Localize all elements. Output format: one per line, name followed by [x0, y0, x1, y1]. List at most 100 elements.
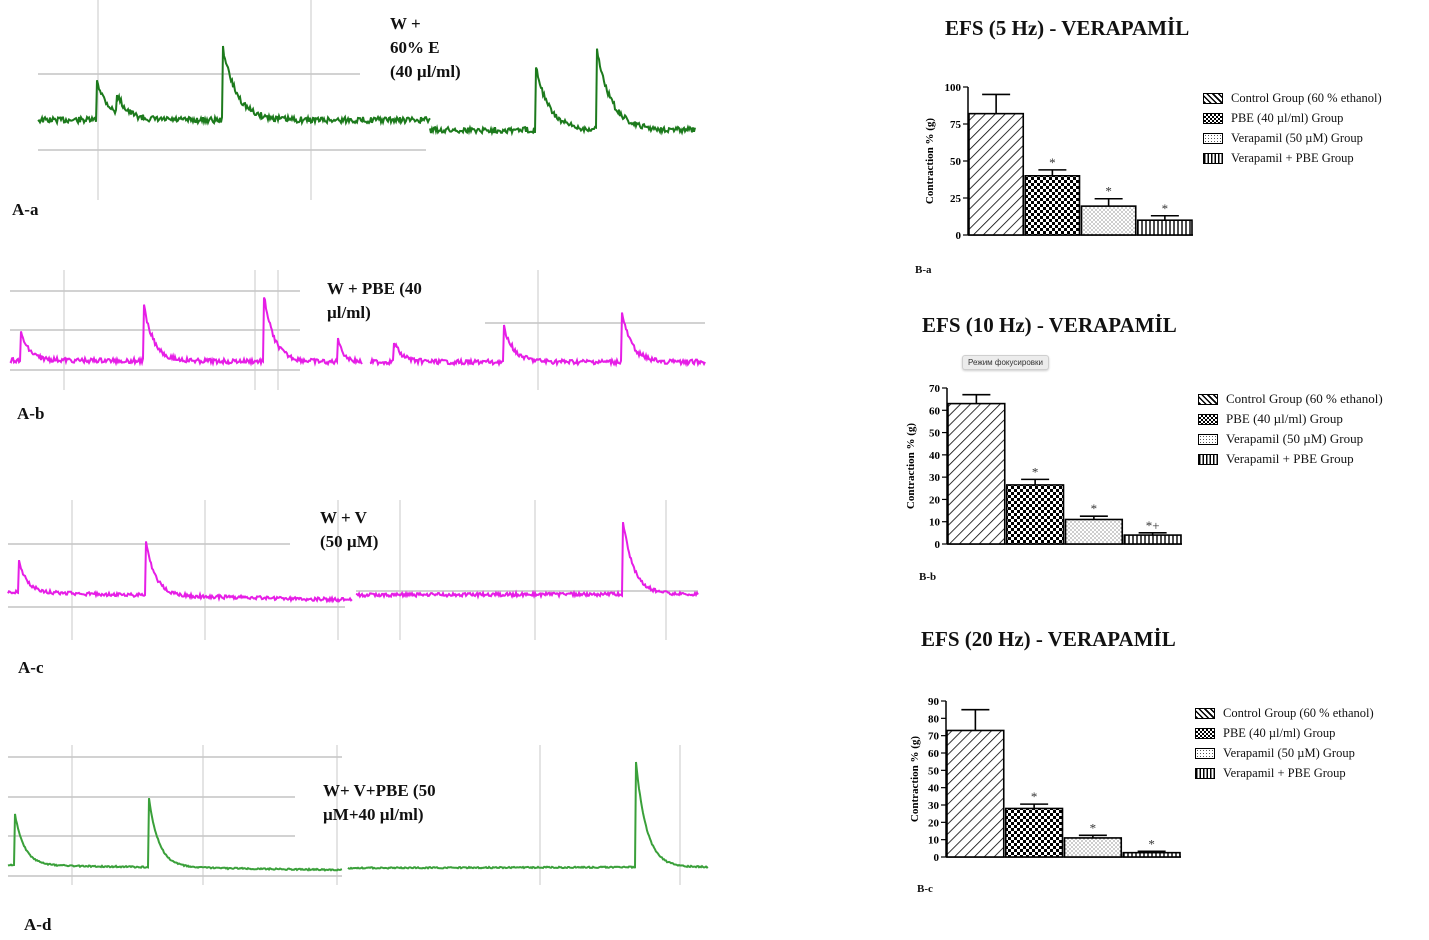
significance-marker: *: [1148, 836, 1155, 851]
y-tick-label: 50: [950, 156, 962, 168]
y-tick-label: 30: [928, 800, 940, 812]
y-tick-label: 60: [928, 748, 940, 760]
legend-item: Verapamil (50 µM) Group: [1195, 743, 1374, 763]
legend-b-b: Control Group (60 % ethanol) PBE (40 µl/m…: [1198, 389, 1383, 469]
y-tick-label: 50: [929, 428, 941, 440]
bar: [1123, 534, 1182, 545]
legend-item: Control Group (60 % ethanol): [1203, 88, 1382, 108]
legend-item: Verapamil (50 µM) Group: [1203, 128, 1382, 148]
panel-label-a-b: A-b: [17, 404, 45, 423]
y-tick-label: 40: [928, 783, 940, 795]
bar: [1080, 205, 1137, 236]
legend-b-a: Control Group (60 % ethanol) PBE (40 µl/m…: [1203, 88, 1382, 168]
significance-marker: *: [1031, 789, 1038, 804]
trace-line: [7, 798, 343, 872]
bar-chart-b-c: 0 10 20 30 40 50 60 70 80 90 Contraction % (g) * * *: [909, 696, 1181, 864]
trace-panel-a-b: W + PBE (40 µl/ml) A-b: [0, 270, 720, 430]
trace-line: [369, 312, 706, 368]
bar: [1004, 807, 1064, 858]
trace-panel-a-c: W + V (50 µM) A-c: [0, 500, 720, 680]
y-tick-label: 10: [929, 517, 941, 529]
y-tick-label: 0: [956, 230, 962, 242]
bar: [1136, 219, 1193, 236]
legend-b-c: Control Group (60 % ethanol) PBE (40 µl/m…: [1195, 703, 1374, 783]
legend-label: Verapamil + PBE Group: [1223, 765, 1346, 780]
chart-title-b-c: EFS (20 Hz) - VERAPAMİL: [921, 627, 1176, 651]
significance-marker: *: [1032, 464, 1039, 479]
trace-caption-a-c: W + V (50 µM): [320, 508, 379, 551]
y-axis-label: Contraction % (g): [905, 423, 917, 509]
significance-marker: *: [1049, 155, 1056, 170]
chart-title-b-b: EFS (10 Hz) - VERAPAMİL: [922, 313, 1177, 337]
legend-item: Verapamil + PBE Group: [1203, 148, 1382, 168]
legend-label: Control Group (60 % ethanol): [1226, 391, 1383, 406]
legend-item: PBE (40 µl/ml) Group: [1198, 409, 1383, 429]
bar: [1064, 518, 1124, 545]
panel-label-a-c: A-c: [18, 658, 44, 677]
chart-label-b-b: B-b: [919, 571, 937, 583]
y-tick-label: 50: [928, 765, 940, 777]
significance-marker: *: [1090, 820, 1097, 835]
trace-a-b: [9, 270, 706, 390]
bar: [1122, 851, 1181, 858]
legend-label: PBE (40 µl/ml) Group: [1231, 110, 1344, 125]
legend-swatch: [1195, 707, 1215, 719]
legend-swatch: [1198, 393, 1218, 405]
legend-swatch: [1195, 727, 1215, 739]
bar: [1005, 484, 1065, 545]
legend-item: PBE (40 µl/ml) Group: [1195, 723, 1374, 743]
legend-swatch: [1203, 92, 1223, 104]
trace-grid: [38, 0, 426, 200]
legend-item: PBE (40 µl/ml) Group: [1203, 108, 1382, 128]
trace-grid: [8, 500, 698, 640]
legend-swatch: [1195, 747, 1215, 759]
legend-swatch: [1203, 112, 1223, 124]
legend-swatch: [1198, 433, 1218, 445]
y-tick-label: 70: [928, 731, 940, 743]
trace-line: [37, 45, 431, 127]
bar: [1024, 175, 1081, 236]
bar: [968, 112, 1025, 236]
legend-item: Control Group (60 % ethanol): [1195, 703, 1374, 723]
y-tick-label: 70: [929, 383, 941, 395]
trace-grid: [10, 270, 705, 390]
trace-panel-a-a: W + 60% E (40 µl/ml) A-a: [0, 0, 720, 230]
legend-item: Verapamil + PBE Group: [1198, 449, 1383, 469]
y-tick-label: 10: [928, 835, 940, 847]
legend-swatch: [1203, 132, 1223, 144]
bar: [1063, 837, 1123, 858]
y-tick-label: 30: [929, 472, 941, 484]
trace-caption-a-d: W+ V+PBE (50 µM+40 µl/ml): [323, 781, 436, 824]
trace-line: [9, 297, 363, 367]
legend-swatch: [1198, 413, 1218, 425]
y-tick-label: 40: [929, 450, 941, 462]
legend-label: Control Group (60 % ethanol): [1231, 90, 1382, 105]
legend-swatch: [1203, 152, 1223, 164]
y-tick-label: 75: [950, 119, 962, 131]
trace-panel-a-d: W+ V+PBE (50 µM+40 µl/ml) A-d: [0, 745, 720, 940]
significance-marker: *: [1162, 201, 1169, 216]
legend-item: Control Group (60 % ethanol): [1198, 389, 1383, 409]
legend-item: Verapamil + PBE Group: [1195, 763, 1374, 783]
trace-line: [7, 541, 353, 604]
legend-label: Verapamil + PBE Group: [1226, 451, 1354, 466]
legend-label: Verapamil + PBE Group: [1231, 150, 1354, 165]
y-tick-label: 20: [928, 817, 940, 829]
y-tick-label: 90: [928, 696, 940, 708]
chart-label-b-c: B-c: [917, 883, 933, 895]
legend-label: Verapamil (50 µM) Group: [1226, 431, 1364, 446]
y-tick-label: 0: [934, 852, 940, 864]
chart-label-b-a: B-a: [915, 264, 932, 276]
y-tick-label: 80: [928, 713, 940, 725]
trace-grid: [8, 745, 681, 885]
legend-label: Verapamil (50 µM) Group: [1223, 745, 1355, 760]
panel-label-a-d: A-d: [24, 915, 52, 934]
legend-swatch: [1195, 767, 1215, 779]
legend-label: PBE (40 µl/ml) Group: [1226, 411, 1343, 426]
trace-caption-a-a: W + 60% E (40 µl/ml): [390, 14, 461, 81]
y-tick-label: 25: [950, 193, 962, 205]
legend-item: Verapamil (50 µM) Group: [1198, 429, 1383, 449]
significance-marker: *: [1105, 184, 1112, 199]
trace-line: [429, 48, 696, 137]
trace-caption-a-b: W + PBE (40 µl/ml): [327, 279, 422, 322]
